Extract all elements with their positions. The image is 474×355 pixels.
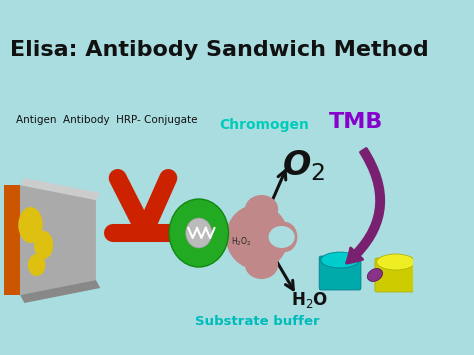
FancyBboxPatch shape — [375, 258, 417, 292]
FancyBboxPatch shape — [319, 256, 361, 290]
Ellipse shape — [226, 204, 289, 269]
Ellipse shape — [367, 269, 383, 282]
Ellipse shape — [377, 254, 415, 270]
Text: H$_2$O$_2$: H$_2$O$_2$ — [231, 236, 252, 248]
Ellipse shape — [245, 195, 278, 223]
Ellipse shape — [186, 218, 212, 248]
Ellipse shape — [28, 254, 46, 276]
Polygon shape — [20, 185, 96, 295]
FancyBboxPatch shape — [4, 185, 20, 295]
Text: TMB: TMB — [329, 112, 383, 132]
Text: Substrate buffer: Substrate buffer — [195, 315, 319, 328]
Ellipse shape — [321, 252, 359, 268]
Text: O$_2$: O$_2$ — [282, 148, 325, 183]
Text: H$_2$O: H$_2$O — [291, 290, 328, 310]
Ellipse shape — [18, 207, 43, 243]
Ellipse shape — [273, 222, 297, 252]
FancyArrowPatch shape — [346, 148, 384, 263]
Ellipse shape — [34, 231, 53, 259]
Ellipse shape — [169, 199, 228, 267]
Text: Chromogen: Chromogen — [219, 118, 310, 132]
Ellipse shape — [269, 226, 295, 248]
Polygon shape — [20, 280, 100, 303]
Text: Elisa: Antibody Sandwich Method: Elisa: Antibody Sandwich Method — [10, 40, 429, 60]
Text: Antigen  Antibody  HRP- Conjugate: Antigen Antibody HRP- Conjugate — [16, 115, 197, 125]
Ellipse shape — [245, 251, 278, 279]
Polygon shape — [20, 178, 100, 200]
